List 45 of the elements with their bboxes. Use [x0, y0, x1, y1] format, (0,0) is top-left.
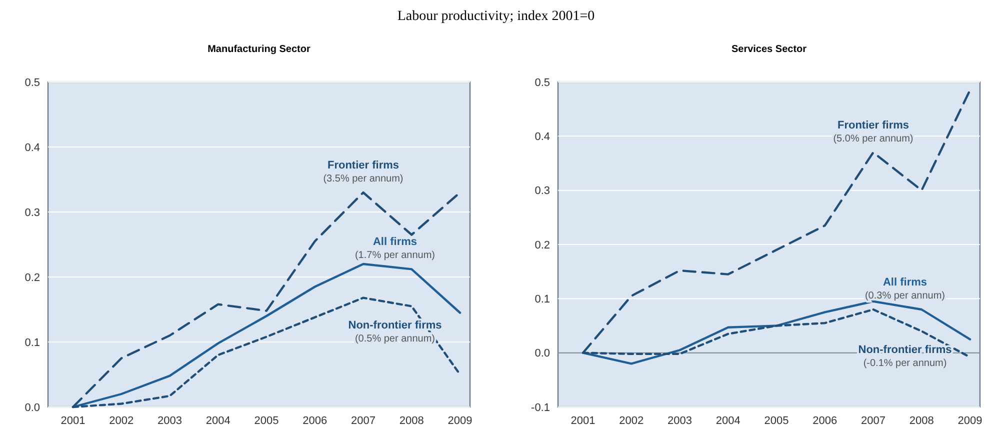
annotation: (0.5% per annum) — [354, 333, 436, 344]
chart-subtitle: Services Sector — [731, 44, 807, 55]
x-tick-label: 2004 — [206, 415, 230, 427]
x-tick-label: 2001 — [60, 415, 86, 427]
series-label: All firms — [882, 276, 928, 288]
series-label: All firms — [372, 236, 418, 248]
x-tick-label: 2009 — [448, 415, 472, 427]
x-tick-label: 2007 — [861, 415, 886, 427]
chart-subtitle: Manufacturing Sector — [208, 44, 310, 55]
x-tick-label: 2004 — [716, 415, 740, 427]
x-tick-label: 2003 — [158, 415, 182, 427]
x-tick-label: 2006 — [812, 415, 838, 427]
x-tick-label: 2008 — [399, 415, 424, 427]
x-tick-label: 2009 — [958, 415, 982, 427]
y-tick-label: 0.0 — [24, 402, 40, 414]
x-tick-label: 2005 — [254, 415, 279, 427]
y-tick-label: 0.3 — [534, 185, 550, 198]
annotation: (-0.1% per annum) — [863, 358, 947, 370]
annotation: (5.0% per annum) — [833, 133, 914, 144]
x-tick-label: 2002 — [619, 415, 644, 427]
x-tick-label: 2002 — [109, 415, 134, 427]
x-tick-label: 2003 — [668, 415, 692, 427]
x-tick-label: 2006 — [302, 415, 328, 427]
y-tick-label: 0.0 — [534, 348, 550, 360]
y-tick-label: 0.1 — [534, 294, 550, 306]
annotation: (0.3% per annum) — [864, 290, 946, 302]
y-tick-label: 0.4 — [24, 142, 40, 154]
y-tick-label: 0.1 — [24, 336, 40, 349]
text: Frontier firms — [327, 160, 400, 172]
series-label: Non-frontier firms — [858, 344, 952, 356]
annotation: (3.5% per annum) — [323, 174, 404, 184]
x-tick-label: 2005 — [764, 415, 789, 427]
chart-title: Labour productivity; index 2001=0 — [397, 9, 595, 24]
y-tick-label: 0.2 — [534, 239, 550, 252]
text: Frontier firms — [837, 119, 910, 132]
x-tick-label: 2001 — [570, 415, 596, 427]
y-tick-label: -0.1 — [531, 402, 550, 414]
y-tick-label: 0.5 — [534, 76, 550, 89]
y-tick-label: 0.5 — [24, 76, 40, 89]
annotation: (1.7% per annum) — [354, 250, 436, 262]
x-tick-label: 2007 — [351, 415, 376, 427]
y-tick-label: 0.3 — [24, 206, 40, 219]
y-tick-label: 0.4 — [534, 131, 550, 144]
y-tick-label: 0.2 — [24, 272, 40, 284]
x-tick-label: 2008 — [909, 415, 934, 427]
